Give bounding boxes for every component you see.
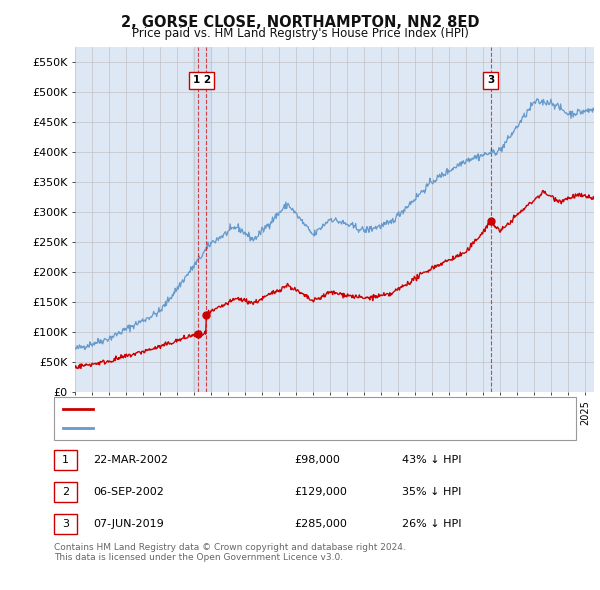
Text: HPI: Average price, detached house, West Northamptonshire: HPI: Average price, detached house, West… <box>99 423 416 433</box>
Text: Contains HM Land Registry data © Crown copyright and database right 2024.
This d: Contains HM Land Registry data © Crown c… <box>54 543 406 562</box>
Text: 1: 1 <box>62 455 69 465</box>
Text: 1 2: 1 2 <box>193 75 211 85</box>
Bar <box>193 47 211 392</box>
Text: £98,000: £98,000 <box>294 455 340 465</box>
Text: 2: 2 <box>62 487 69 497</box>
Text: 06-SEP-2002: 06-SEP-2002 <box>93 487 164 497</box>
Text: 3: 3 <box>62 519 69 529</box>
Text: £285,000: £285,000 <box>294 519 347 529</box>
Text: Price paid vs. HM Land Registry's House Price Index (HPI): Price paid vs. HM Land Registry's House … <box>131 27 469 40</box>
Text: 2, GORSE CLOSE, NORTHAMPTON, NN2 8ED (detached house): 2, GORSE CLOSE, NORTHAMPTON, NN2 8ED (de… <box>99 404 422 414</box>
Text: £129,000: £129,000 <box>294 487 347 497</box>
Text: 43% ↓ HPI: 43% ↓ HPI <box>402 455 461 465</box>
Text: 35% ↓ HPI: 35% ↓ HPI <box>402 487 461 497</box>
Text: 07-JUN-2019: 07-JUN-2019 <box>93 519 164 529</box>
Text: 26% ↓ HPI: 26% ↓ HPI <box>402 519 461 529</box>
Text: 22-MAR-2002: 22-MAR-2002 <box>93 455 168 465</box>
Text: 3: 3 <box>487 75 494 85</box>
Text: 2, GORSE CLOSE, NORTHAMPTON, NN2 8ED: 2, GORSE CLOSE, NORTHAMPTON, NN2 8ED <box>121 15 479 30</box>
